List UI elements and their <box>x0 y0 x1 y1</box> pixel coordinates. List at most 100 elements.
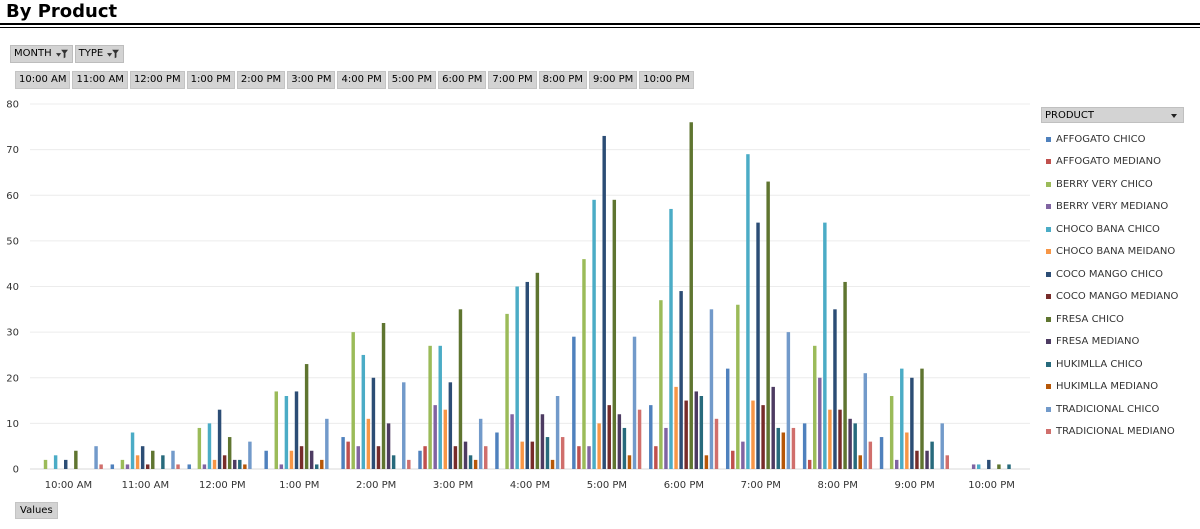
bar <box>540 414 545 469</box>
legend-item[interactable]: AFFOGATO MEDIANO <box>1046 151 1178 174</box>
bar <box>248 441 252 470</box>
month-filter-button[interactable]: MONTH <box>10 45 73 63</box>
bar <box>309 450 314 469</box>
bar <box>818 377 822 469</box>
hour-field-buttons: 10:00 AM 11:00 AM 12:00 PM 1:00 PM 2:00 PM 3:… <box>15 71 694 89</box>
legend-item[interactable]: COCO MANGO CHICO <box>1046 263 1178 286</box>
bar <box>654 446 658 469</box>
bar <box>515 286 519 469</box>
bar <box>443 409 448 469</box>
hour-field-button[interactable]: 3:00 PM <box>287 71 336 89</box>
legend-item[interactable]: CHOCO BANA CHICO <box>1046 218 1178 241</box>
legend-item[interactable]: AFFOGATO CHICO <box>1046 128 1178 151</box>
bar <box>304 364 309 469</box>
bar <box>684 400 688 469</box>
bar <box>433 405 437 470</box>
bar <box>176 464 180 469</box>
bar <box>520 441 524 470</box>
bar <box>289 450 294 469</box>
bar <box>212 459 217 470</box>
bar <box>279 464 284 469</box>
bar <box>649 405 653 470</box>
hour-field-button[interactable]: 11:00 AM <box>72 71 128 89</box>
legend-swatch <box>1046 294 1051 300</box>
x-tick-label: 4:00 PM <box>510 480 550 491</box>
x-tick-label: 5:00 PM <box>587 480 627 491</box>
bar <box>284 396 289 469</box>
legend-item[interactable]: FRESA MEDIANO <box>1046 331 1178 354</box>
legend-label: HUKIMLLA CHICO <box>1056 358 1143 370</box>
bar <box>971 464 976 469</box>
bar <box>140 446 145 469</box>
bar <box>843 281 847 469</box>
bar <box>689 122 693 469</box>
legend-item[interactable]: COCO MANGO MEDIANO <box>1046 286 1178 309</box>
bar <box>151 450 155 469</box>
bar <box>555 396 560 469</box>
bar <box>484 446 488 469</box>
legend-item[interactable]: TRADICIONAL CHICO <box>1046 398 1178 421</box>
hour-field-button[interactable]: 8:00 PM <box>538 71 587 89</box>
bar <box>161 455 165 469</box>
hour-field-button[interactable]: 10:00 AM <box>15 71 71 89</box>
bar <box>679 291 683 469</box>
legend-swatch <box>1046 316 1051 322</box>
bar <box>110 464 115 469</box>
bar <box>197 427 202 469</box>
bar <box>612 199 617 469</box>
hour-field-button[interactable]: 12:00 PM <box>129 71 185 89</box>
bar <box>746 154 750 469</box>
legend-item[interactable]: BERRY VERY CHICO <box>1046 173 1178 196</box>
bar <box>987 459 991 470</box>
filter-bar: MONTH TYPE <box>10 45 125 63</box>
legend-swatch <box>1046 181 1051 187</box>
bar <box>704 455 709 469</box>
hour-field-button[interactable]: 10:00 PM <box>639 71 694 89</box>
type-filter-label: TYPE <box>78 48 104 59</box>
y-tick-label: 30 <box>6 328 19 339</box>
legend-item[interactable]: HUKIMLLA MEDIANO <box>1046 376 1178 399</box>
bar <box>802 423 807 470</box>
y-tick-label: 0 <box>13 465 19 476</box>
bar <box>294 391 299 469</box>
x-tick-label: 9:00 PM <box>894 480 934 491</box>
values-field-button[interactable]: Values <box>15 502 58 519</box>
chevron-down-icon <box>1171 114 1177 118</box>
legend-label: COCO MANGO MEDIANO <box>1056 291 1179 303</box>
bar <box>99 464 103 469</box>
bar <box>791 427 796 469</box>
bar <box>925 450 929 469</box>
hour-field-button[interactable]: 1:00 PM <box>186 71 235 89</box>
bar <box>243 464 247 469</box>
product-legend-header[interactable]: PRODUCT <box>1041 107 1184 123</box>
legend-swatch <box>1046 159 1051 165</box>
hour-field-button[interactable]: 6:00 PM <box>438 71 487 89</box>
bar <box>376 446 381 469</box>
bar <box>207 423 212 470</box>
bar <box>900 368 904 470</box>
legend-item[interactable]: CHOCO BANA MEIDANO <box>1046 241 1178 264</box>
hour-field-button[interactable]: 5:00 PM <box>387 71 437 89</box>
bar <box>622 427 627 469</box>
type-filter-button[interactable]: TYPE <box>74 45 125 63</box>
legend-item[interactable]: BERRY VERY MEDIANO <box>1046 196 1178 219</box>
hour-field-button[interactable]: 4:00 PM <box>337 71 386 89</box>
bar <box>674 386 678 470</box>
bar <box>560 437 565 469</box>
y-tick-label: 70 <box>6 145 19 156</box>
bar <box>458 309 463 469</box>
hour-field-button[interactable]: 2:00 PM <box>236 71 286 89</box>
bar <box>325 418 329 469</box>
bar <box>187 464 191 469</box>
legend-item[interactable]: HUKIMLLA CHICO <box>1046 353 1178 376</box>
x-tick-label: 6:00 PM <box>664 480 704 491</box>
bar <box>550 459 555 470</box>
hour-field-button[interactable]: 7:00 PM <box>488 71 537 89</box>
x-tick-label: 3:00 PM <box>433 480 473 491</box>
bar <box>125 464 130 469</box>
bar <box>473 459 478 470</box>
bar <box>714 418 719 469</box>
legend-item[interactable]: FRESA CHICO <box>1046 308 1178 331</box>
legend-item[interactable]: TRADICIONAL MEDIANO <box>1046 421 1178 444</box>
hour-field-button[interactable]: 9:00 PM <box>588 71 638 89</box>
